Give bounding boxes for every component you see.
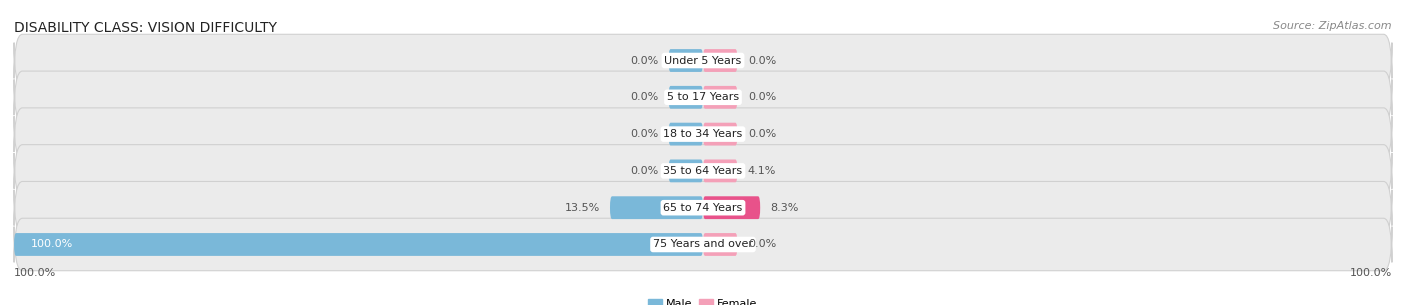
- Text: 5 to 17 Years: 5 to 17 Years: [666, 92, 740, 102]
- FancyBboxPatch shape: [14, 233, 703, 256]
- FancyBboxPatch shape: [669, 49, 703, 72]
- Text: 65 to 74 Years: 65 to 74 Years: [664, 203, 742, 213]
- Text: 100.0%: 100.0%: [1350, 268, 1392, 278]
- FancyBboxPatch shape: [610, 196, 703, 219]
- Text: 13.5%: 13.5%: [564, 203, 599, 213]
- FancyBboxPatch shape: [669, 123, 703, 145]
- Text: 100.0%: 100.0%: [31, 239, 73, 249]
- Text: 18 to 34 Years: 18 to 34 Years: [664, 129, 742, 139]
- Text: Under 5 Years: Under 5 Years: [665, 56, 741, 66]
- Text: 0.0%: 0.0%: [748, 92, 776, 102]
- Legend: Male, Female: Male, Female: [644, 295, 762, 305]
- FancyBboxPatch shape: [669, 86, 703, 109]
- Text: 4.1%: 4.1%: [748, 166, 776, 176]
- FancyBboxPatch shape: [14, 218, 1392, 271]
- Text: 0.0%: 0.0%: [630, 166, 658, 176]
- FancyBboxPatch shape: [14, 145, 1392, 197]
- Text: 0.0%: 0.0%: [630, 129, 658, 139]
- Text: 35 to 64 Years: 35 to 64 Years: [664, 166, 742, 176]
- Text: 8.3%: 8.3%: [770, 203, 799, 213]
- Text: 0.0%: 0.0%: [630, 56, 658, 66]
- FancyBboxPatch shape: [14, 71, 1392, 124]
- FancyBboxPatch shape: [703, 86, 738, 109]
- FancyBboxPatch shape: [14, 108, 1392, 160]
- FancyBboxPatch shape: [703, 160, 738, 182]
- FancyBboxPatch shape: [703, 233, 738, 256]
- FancyBboxPatch shape: [14, 181, 1392, 234]
- Text: DISABILITY CLASS: VISION DIFFICULTY: DISABILITY CLASS: VISION DIFFICULTY: [14, 21, 277, 35]
- FancyBboxPatch shape: [703, 196, 761, 219]
- Text: 100.0%: 100.0%: [14, 268, 56, 278]
- Text: 0.0%: 0.0%: [630, 92, 658, 102]
- FancyBboxPatch shape: [14, 34, 1392, 87]
- FancyBboxPatch shape: [703, 123, 738, 145]
- Text: 75 Years and over: 75 Years and over: [652, 239, 754, 249]
- Text: 0.0%: 0.0%: [748, 129, 776, 139]
- Text: 0.0%: 0.0%: [748, 56, 776, 66]
- Text: Source: ZipAtlas.com: Source: ZipAtlas.com: [1274, 21, 1392, 31]
- FancyBboxPatch shape: [703, 49, 738, 72]
- Text: 0.0%: 0.0%: [748, 239, 776, 249]
- FancyBboxPatch shape: [669, 160, 703, 182]
